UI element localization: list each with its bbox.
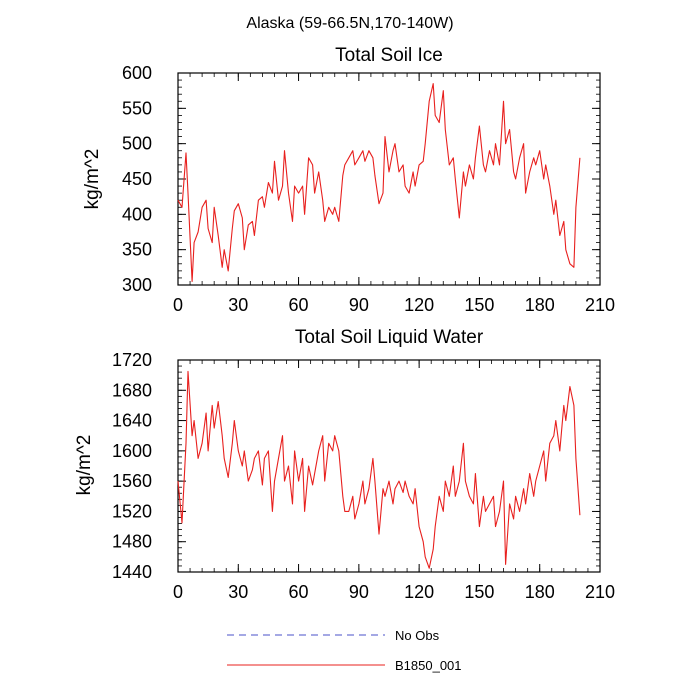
y-tick-label: 1440 xyxy=(112,562,152,582)
x-tick-label: 150 xyxy=(464,295,494,315)
y-tick-label: 600 xyxy=(122,63,152,83)
legend-label: No Obs xyxy=(395,628,440,643)
y-tick-label: 1560 xyxy=(112,471,152,491)
series-line-b1850-001 xyxy=(177,370,581,569)
legend-label: B1850_001 xyxy=(395,658,462,673)
figure-suptitle: Alaska (59-66.5N,170-140W) xyxy=(246,15,453,32)
y-tick-label: 500 xyxy=(122,134,152,154)
x-tick-label: 0 xyxy=(173,582,183,602)
x-tick-label: 180 xyxy=(525,582,555,602)
y-tick-label: 1640 xyxy=(112,411,152,431)
panel-title: Total Soil Liquid Water xyxy=(295,327,484,348)
panel-title: Total Soil Ice xyxy=(335,45,443,66)
panel-total-soil-liquid-water: Total Soil Liquid Water kg/m^2 0 30 60 90 12… xyxy=(74,327,615,602)
y-axis-title: kg/m^2 xyxy=(74,435,95,496)
x-tick-label: 90 xyxy=(349,582,369,602)
y-tick-label: 400 xyxy=(122,204,152,224)
y-axis-title: kg/m^2 xyxy=(82,149,103,210)
x-tick-label: 30 xyxy=(228,295,248,315)
legend: No Obs B1850_001 xyxy=(227,628,462,673)
x-tick-label: 120 xyxy=(404,582,434,602)
x-tick-label: 210 xyxy=(585,295,615,315)
plot-frame xyxy=(177,72,601,286)
y-tick-label: 1520 xyxy=(112,501,152,521)
x-tick-label: 60 xyxy=(289,295,309,315)
x-tick-label: 210 xyxy=(585,582,615,602)
x-tick-label: 150 xyxy=(464,582,494,602)
y-tick-label: 1680 xyxy=(112,380,152,400)
y-tick-label: 300 xyxy=(122,275,152,295)
x-tick-label: 120 xyxy=(404,295,434,315)
y-tick-label: 550 xyxy=(122,98,152,118)
x-tick-label: 60 xyxy=(289,582,309,602)
x-tick-label: 180 xyxy=(525,295,555,315)
y-tick-label: 1480 xyxy=(112,532,152,552)
y-tick-label: 450 xyxy=(122,169,152,189)
x-tick-label: 90 xyxy=(349,295,369,315)
y-tick-label: 350 xyxy=(122,240,152,260)
y-tick-label: 1720 xyxy=(112,350,152,370)
panel-total-soil-ice: Total Soil Ice kg/m^2 0 30 60 90 120 150 180 21… xyxy=(82,45,615,315)
y-tick-label: 1600 xyxy=(112,441,152,461)
plot-frame xyxy=(177,359,601,573)
x-tick-label: 0 xyxy=(173,295,183,315)
series-line-b1850-001 xyxy=(177,83,581,283)
x-tick-label: 30 xyxy=(228,582,248,602)
